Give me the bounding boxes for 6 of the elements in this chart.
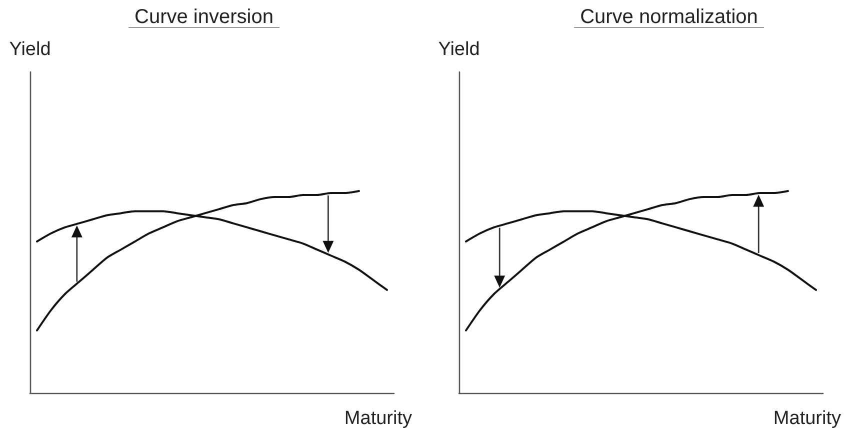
y-axis-title: Yield [438,39,480,60]
chart-title: Curve normalization [574,6,764,28]
chart-title: Curve inversion [128,6,280,28]
y-axis-title: Yield [9,39,51,60]
x-axis-title: Maturity [344,408,412,429]
x-axis-title: Maturity [773,408,842,429]
